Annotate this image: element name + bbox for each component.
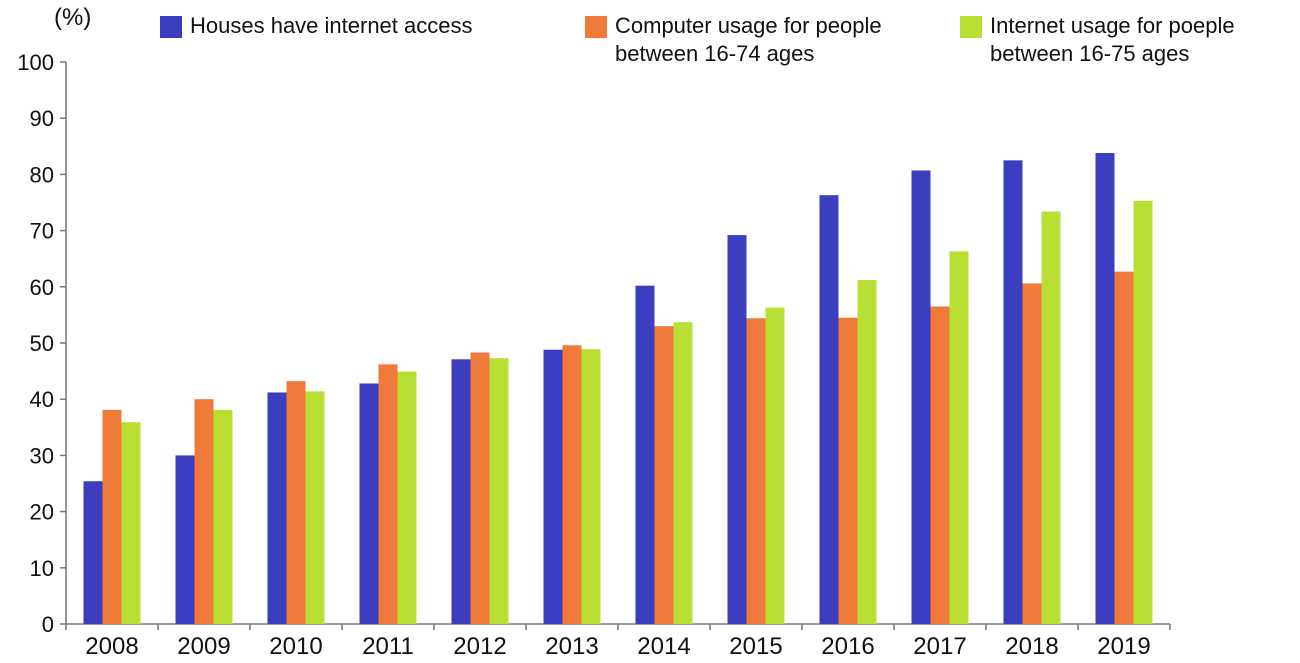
bar-series-1-2016	[819, 195, 839, 624]
y-axis: 0 10 20 30 40 50 60 70 80 90 100	[17, 50, 67, 637]
bar-series-3-2009	[213, 409, 233, 624]
y-tick-label: 60	[30, 275, 54, 300]
bar-series-3-2017	[949, 251, 969, 625]
bar-series-2-2017	[930, 306, 950, 624]
bar-series-3-2011	[397, 371, 417, 624]
y-tick-label: 40	[30, 387, 54, 412]
bars	[83, 153, 1153, 625]
bar-series-3-2013	[581, 349, 601, 624]
x-tick-label: 2016	[821, 633, 874, 660]
y-tick-label: 10	[30, 556, 54, 581]
bar-series-1-2017	[911, 170, 931, 624]
x-tick-label: 2018	[1005, 633, 1058, 660]
bar-series-3-2014	[673, 322, 693, 624]
bar-series-3-2010	[305, 391, 325, 624]
bar-series-1-2008	[83, 481, 103, 624]
x-tick-label: 2014	[637, 633, 690, 660]
legend-item-internet-usage: Internet usage for poeple between 16-75 …	[960, 12, 1235, 68]
bar-series-3-2019	[1133, 200, 1153, 624]
bar-series-3-2015	[765, 307, 785, 624]
y-tick-label: 0	[42, 612, 54, 637]
bar-series-2-2009	[194, 399, 214, 624]
x-tick-label: 2010	[269, 633, 322, 660]
y-tick-label: 90	[30, 106, 54, 131]
y-tick-label: 70	[30, 219, 54, 244]
bar-series-1-2019	[1095, 153, 1115, 624]
x-tick-label: 2012	[453, 633, 506, 660]
legend-swatch-houses-internet-access	[160, 16, 182, 38]
bar-series-2-2014	[654, 326, 674, 624]
x-axis: 2008 2009 2010 2011 2012 2013 2014 2015 2016 2017…	[65, 623, 1171, 660]
bar-series-1-2018	[1003, 160, 1023, 624]
bar-series-1-2015	[727, 235, 747, 624]
bar-series-2-2010	[286, 381, 306, 624]
bar-series-2-2015	[746, 318, 766, 624]
x-tick-label: 2013	[545, 633, 598, 660]
bar-series-3-2018	[1041, 211, 1061, 624]
x-tick-label: 2011	[362, 633, 414, 660]
x-tick-label: 2017	[913, 633, 966, 660]
bar-series-2-2019	[1114, 271, 1134, 624]
bar-series-2-2016	[838, 317, 858, 624]
bar-series-3-2016	[857, 280, 877, 624]
x-tick-label: 2008	[85, 633, 138, 660]
y-tick-label: 20	[30, 500, 54, 525]
legend-label-computer-usage: Computer usage for people between 16-74 …	[615, 13, 882, 67]
bar-series-3-2012	[489, 358, 509, 624]
bar-series-2-2012	[470, 352, 490, 624]
x-tick-label: 2019	[1097, 633, 1150, 660]
y-axis-unit-label: (%)	[54, 4, 92, 31]
y-tick-label: 50	[30, 331, 54, 356]
x-tick-label: 2015	[729, 633, 782, 660]
bar-series-1-2009	[175, 455, 195, 624]
legend-item-computer-usage: Computer usage for people between 16-74 …	[585, 12, 882, 68]
bar-series-3-2008	[121, 422, 141, 624]
bar-series-2-2013	[562, 345, 582, 624]
bar-series-2-2008	[102, 409, 122, 624]
legend-item-houses-internet-access: Houses have internet access	[160, 12, 473, 40]
legend-label-internet-usage: Internet usage for poeple between 16-75 …	[990, 13, 1235, 67]
y-tick-label: 80	[30, 162, 54, 187]
bar-series-2-2011	[378, 364, 398, 624]
bar-series-1-2010	[267, 392, 287, 624]
legend-label-houses-internet-access: Houses have internet access	[190, 13, 473, 38]
bar-series-1-2014	[635, 285, 655, 624]
bar-series-2-2018	[1022, 283, 1042, 624]
bar-series-1-2012	[451, 359, 471, 624]
x-tick-label: 2009	[177, 633, 230, 660]
legend: Houses have internet access Computer usa…	[0, 12, 1300, 102]
bar-series-1-2011	[359, 383, 379, 624]
legend-swatch-computer-usage	[585, 16, 607, 38]
bar-series-1-2013	[543, 349, 563, 624]
legend-swatch-internet-usage	[960, 16, 982, 38]
y-tick-label: 100	[17, 50, 54, 75]
y-tick-label: 30	[30, 443, 54, 468]
